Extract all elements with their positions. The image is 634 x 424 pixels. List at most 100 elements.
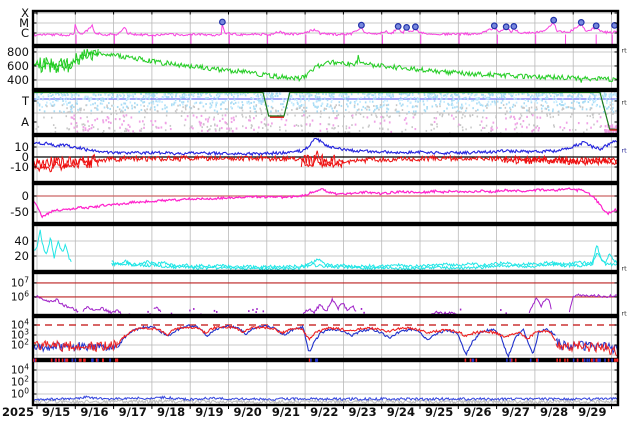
dot [356, 109, 359, 112]
dot [561, 104, 564, 107]
dot [244, 92, 246, 95]
dot [304, 99, 306, 102]
dot [314, 95, 317, 98]
dot [349, 101, 352, 104]
dot [439, 103, 441, 106]
dot [470, 94, 472, 97]
dot [536, 116, 539, 119]
dot [386, 93, 388, 96]
dot [102, 119, 104, 122]
dot [509, 106, 511, 109]
xray-flux-line [33, 22, 618, 37]
dot [216, 110, 219, 113]
dot [496, 100, 499, 103]
dot [459, 124, 462, 127]
dot [504, 113, 507, 116]
dot [55, 99, 58, 102]
dot [535, 94, 538, 97]
dot [122, 114, 125, 117]
dot [248, 119, 250, 122]
dot [541, 110, 543, 113]
dot [509, 92, 512, 95]
dot [109, 107, 112, 110]
dot [50, 94, 53, 97]
dot [215, 101, 218, 104]
dot [37, 96, 40, 99]
dot [542, 104, 544, 107]
dot [108, 102, 110, 105]
dot [210, 105, 213, 108]
dot [480, 120, 483, 123]
dot [279, 112, 282, 115]
clip-mark [607, 358, 610, 362]
dot [197, 93, 199, 96]
dot [368, 106, 370, 109]
dot [409, 97, 412, 100]
dot [104, 93, 107, 96]
dot [436, 123, 438, 126]
dot [326, 103, 329, 106]
dot [214, 123, 216, 126]
dot [367, 93, 369, 96]
dot [335, 117, 338, 120]
dot [166, 106, 168, 109]
dot [317, 99, 320, 102]
dot [97, 98, 99, 101]
dot [374, 97, 377, 100]
dot [266, 96, 269, 99]
dot [124, 127, 127, 130]
dot [477, 108, 479, 111]
dot [517, 93, 520, 96]
dot [481, 104, 484, 107]
dot [296, 107, 299, 110]
dot [224, 99, 227, 102]
clip-mark [65, 358, 67, 362]
clip-mark [50, 358, 53, 362]
clip-mark [475, 358, 478, 362]
dot [572, 128, 574, 131]
dot [228, 127, 230, 130]
dot [66, 103, 68, 106]
dot [209, 128, 211, 131]
dot [128, 97, 130, 100]
dot [373, 105, 375, 107]
dot [433, 99, 436, 102]
dot [441, 113, 444, 116]
dot [612, 129, 615, 132]
dot [347, 131, 349, 134]
dot [223, 101, 225, 104]
dot [216, 92, 219, 95]
dot [553, 125, 556, 128]
dot [271, 94, 274, 97]
dot [225, 111, 228, 114]
clip-mark [92, 358, 94, 362]
dot [117, 97, 120, 100]
dot [369, 100, 371, 103]
dot [521, 106, 524, 109]
dot [342, 92, 344, 95]
panel-border [31, 359, 620, 407]
clip-mark [33, 358, 35, 362]
dot [79, 108, 81, 111]
dot [373, 120, 376, 123]
dot [119, 93, 121, 96]
dot [344, 93, 347, 96]
dot [605, 129, 608, 132]
dot [202, 123, 205, 126]
dot [596, 120, 599, 123]
dot [267, 123, 270, 126]
rt-annotation: rt [622, 99, 628, 107]
dot [63, 98, 65, 101]
dot [500, 93, 503, 96]
dot [308, 92, 310, 95]
clip-mark [469, 358, 472, 362]
dot [458, 110, 460, 113]
dot [439, 98, 442, 101]
dot [290, 94, 293, 97]
dot [329, 104, 332, 107]
dot [615, 109, 618, 112]
dot [348, 126, 351, 129]
dot [175, 94, 177, 97]
dot [181, 101, 183, 104]
dot [464, 102, 467, 105]
